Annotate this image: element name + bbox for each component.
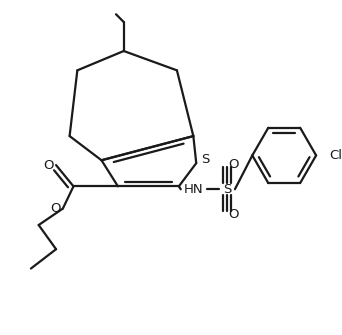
Text: Cl: Cl (330, 149, 342, 162)
Text: O: O (50, 202, 60, 215)
Text: S: S (223, 183, 232, 196)
Text: O: O (229, 208, 239, 221)
Text: O: O (229, 157, 239, 171)
Text: HN: HN (184, 183, 203, 196)
Text: S: S (201, 153, 209, 166)
Text: O: O (43, 158, 54, 172)
